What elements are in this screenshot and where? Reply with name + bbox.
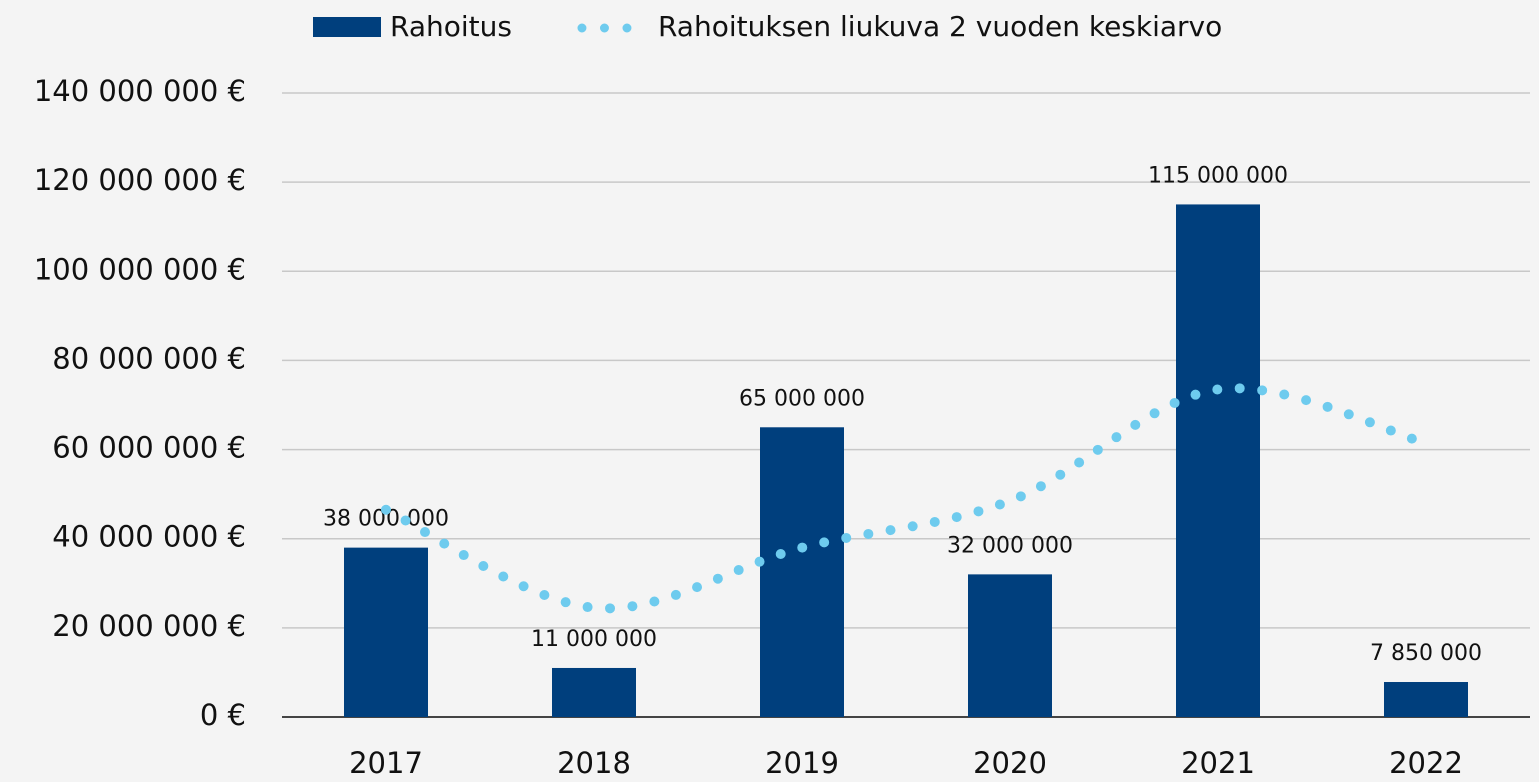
y-tick-label: 20 000 000 € [52,609,246,643]
bar [760,427,844,717]
x-tick-label: 2017 [349,746,423,780]
legend-swatch [313,17,381,37]
x-tick-label: 2021 [1181,746,1255,780]
y-tick-label: 40 000 000 € [52,520,246,554]
y-tick-label: 100 000 000 € [34,252,246,286]
y-tick-label: 60 000 000 € [52,431,246,465]
x-tick-label: 2020 [973,746,1047,780]
bar [1384,682,1468,717]
x-tick-label: 2018 [557,746,631,780]
data-label: 32 000 000 [947,533,1073,558]
data-label: 7 850 000 [1370,641,1482,666]
y-tick-label: 140 000 000 € [34,74,246,108]
bar [1176,204,1260,717]
y-tick-label: 0 € [200,698,246,732]
moving-average-line [381,383,1431,614]
x-tick-label: 2022 [1389,746,1463,780]
y-tick-label: 120 000 000 € [34,163,246,197]
bar [344,547,428,717]
legend-label: Rahoitus [390,10,512,43]
data-label: 65 000 000 [739,386,865,411]
legend-label: Rahoituksen liukuva 2 vuoden keskiarvo [658,10,1222,43]
y-tick-label: 80 000 000 € [52,341,246,375]
bar [552,667,636,717]
bar [968,574,1052,717]
data-label: 11 000 000 [531,627,657,652]
data-label: 115 000 000 [1148,163,1288,188]
x-tick-label: 2019 [765,746,839,780]
